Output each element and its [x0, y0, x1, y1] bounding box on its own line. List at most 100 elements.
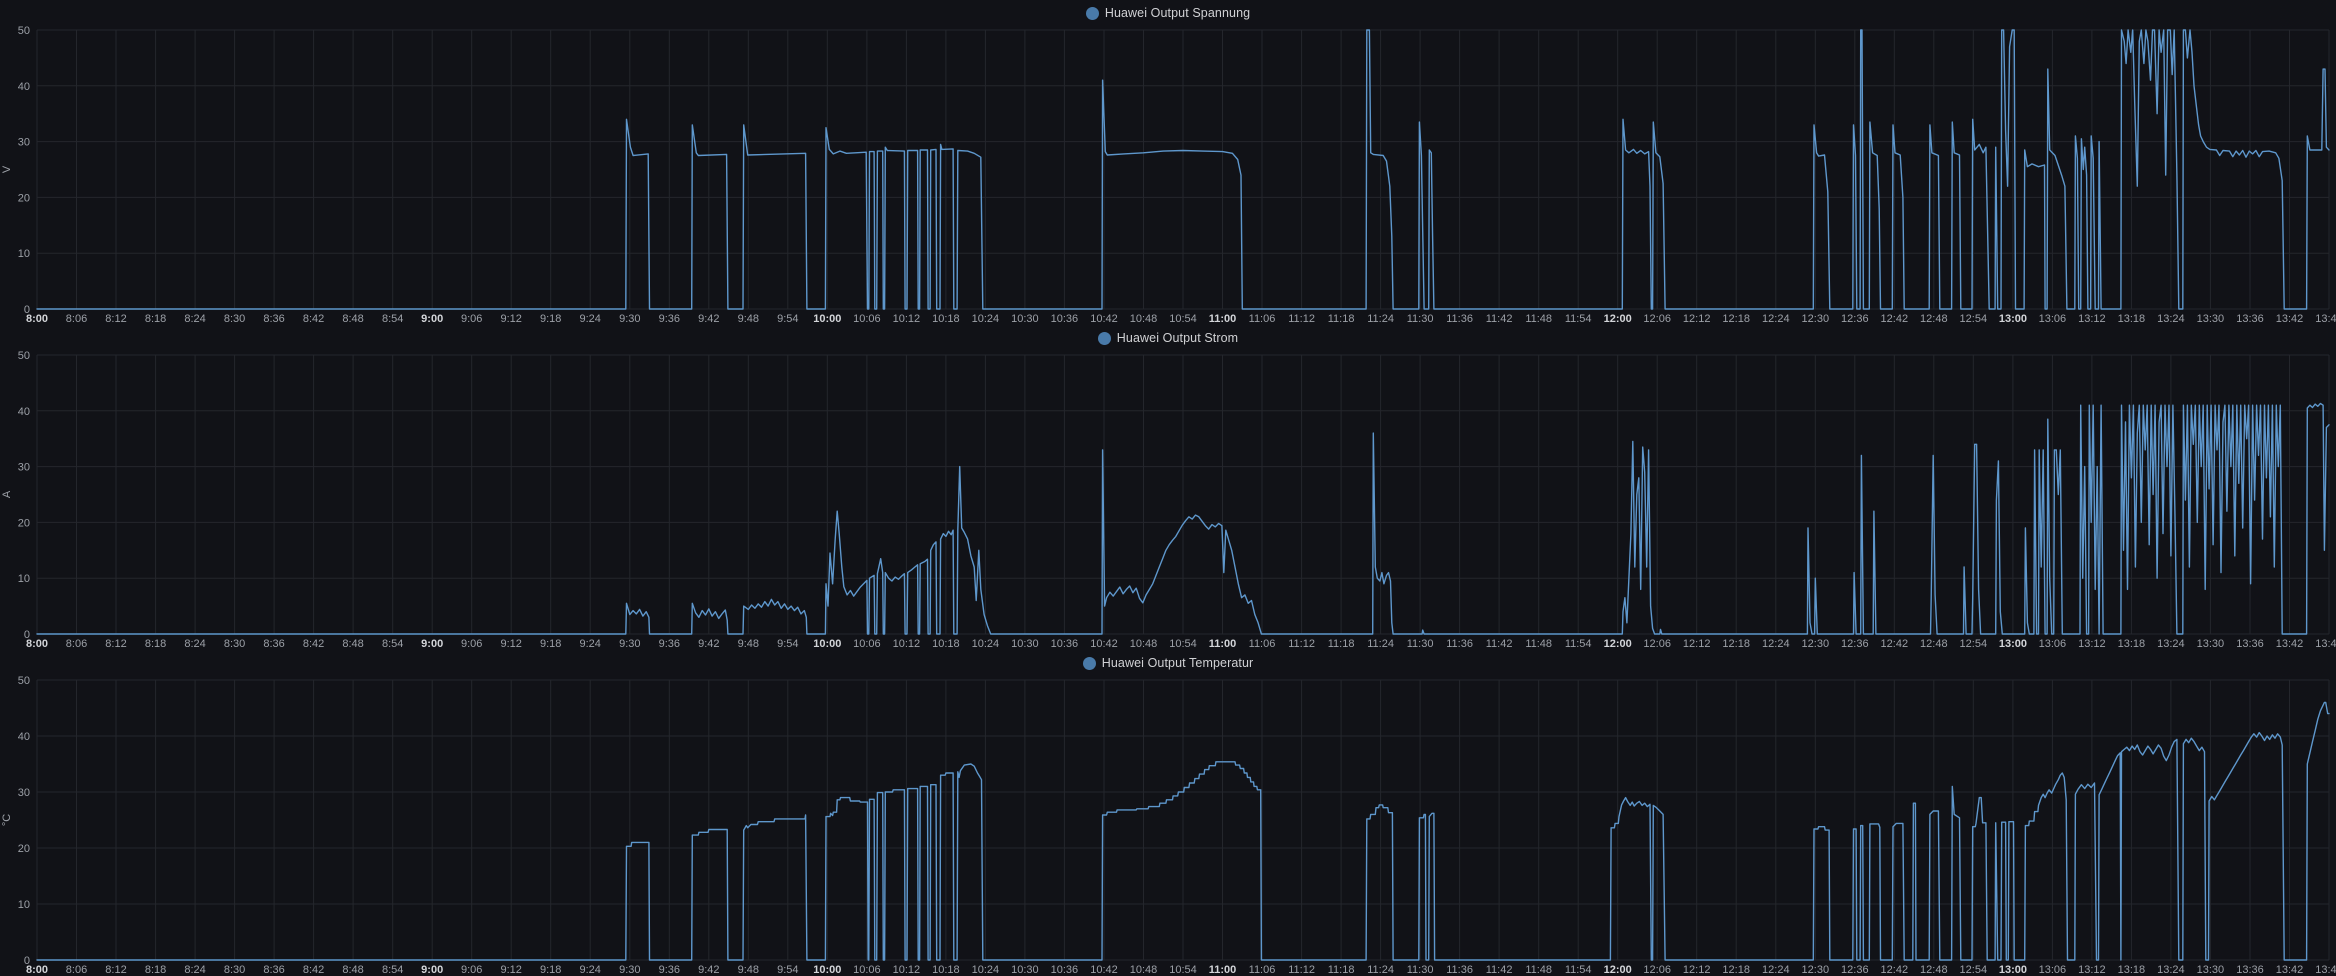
panel-spannung: Huawei Output Spannung 8:00 8:06 8:12 8:18 8…: [0, 0, 2336, 325]
x-tick-label: 13:06: [2039, 964, 2067, 976]
x-tick-label: 8:12: [105, 638, 126, 650]
x-tick-label: 9:24: [579, 313, 600, 325]
x-tick-label: 13:12: [2078, 638, 2106, 650]
series-color-dot: [1097, 331, 1111, 345]
x-tick-label: 9:12: [500, 313, 521, 325]
x-tick-label: 10:54: [1169, 313, 1197, 325]
x-tick-label: 10:18: [932, 638, 960, 650]
x-tick-label: 9:42: [698, 964, 719, 976]
x-tick-label: 9:54: [777, 313, 798, 325]
x-tick-label: 8:18: [145, 638, 166, 650]
x-tick-label: 10:48: [1130, 313, 1158, 325]
y-tick-label: 20: [18, 192, 30, 204]
legend-spannung[interactable]: Huawei Output Spannung: [0, 0, 2336, 26]
x-tick-label: 8:18: [145, 313, 166, 325]
y-axis-unit-label: A: [1, 490, 13, 498]
x-tick-label: 11:42: [1486, 964, 1513, 976]
x-tick-label: 12:24: [1762, 638, 1790, 650]
x-tick-label: 11:06: [1249, 313, 1276, 325]
x-tick-label: 9:00: [421, 964, 443, 976]
x-tick-label: 10:30: [1011, 638, 1039, 650]
x-tick-label: 8:42: [303, 964, 324, 976]
x-tick-label: 8:00: [26, 964, 48, 976]
x-tick-label: 8:00: [26, 313, 48, 325]
x-tick-label: 10:54: [1169, 964, 1197, 976]
x-tick-label: 9:48: [738, 638, 759, 650]
x-tick-label: 10:18: [932, 964, 960, 976]
x-tick-label: 10:36: [1051, 313, 1079, 325]
x-tick-label: 11:24: [1367, 638, 1394, 650]
x-tick-label: 12:12: [1683, 313, 1711, 325]
x-tick-label: 11:18: [1328, 638, 1355, 650]
temperatur-time-series-chart[interactable]: 8:00 8:06 8:12 8:18 8:24 8:30 8:36 8:42 8:48 8:54…: [0, 676, 2336, 976]
strom-time-series-chart[interactable]: 8:00 8:06 8:12 8:18 8:24 8:30 8:36 8:42 8:48 8:54…: [0, 351, 2336, 650]
x-tick-label: 10:24: [972, 313, 1000, 325]
x-tick-label: 11:48: [1525, 313, 1552, 325]
x-tick-label: 13:24: [2157, 638, 2185, 650]
x-tick-label: 12:36: [1841, 638, 1869, 650]
x-tick-label: 9:18: [540, 638, 561, 650]
x-tick-label: 12:54: [1960, 313, 1988, 325]
x-tick-label: 9:00: [421, 638, 443, 650]
x-tick-label: 12:54: [1960, 638, 1988, 650]
x-tick-label: 13:00: [1999, 313, 2027, 325]
series-line: [36, 29, 2330, 310]
x-tick-label: 12:18: [1722, 964, 1750, 976]
x-tick-label: 11:30: [1407, 313, 1434, 325]
x-tick-label: 8:36: [263, 638, 284, 650]
x-tick-label: 8:42: [303, 638, 324, 650]
x-tick-label: 9:48: [738, 313, 759, 325]
x-tick-label: 9:06: [461, 964, 482, 976]
x-tick-label: 13:42: [2276, 313, 2304, 325]
legend-label-temperatur: Huawei Output Temperatur: [1101, 656, 1254, 670]
x-tick-label: 8:36: [263, 964, 284, 976]
x-tick-label: 8:36: [263, 313, 284, 325]
y-tick-label: 30: [18, 462, 30, 474]
y-tick-label: 40: [18, 406, 30, 418]
x-tick-label: 9:30: [619, 964, 640, 976]
x-tick-label: 8:30: [224, 964, 245, 976]
x-tick-label: 10:12: [893, 313, 921, 325]
x-tick-label: 11:48: [1525, 638, 1552, 650]
y-tick-label: 0: [24, 304, 30, 316]
x-tick-label: 11:18: [1328, 964, 1355, 976]
x-tick-label: 10:06: [853, 313, 881, 325]
x-tick-label: 10:36: [1051, 964, 1079, 976]
x-tick-label: 10:00: [813, 964, 841, 976]
x-tick-label: 13:00: [1999, 638, 2027, 650]
legend-strom[interactable]: Huawei Output Strom: [0, 325, 2336, 351]
x-tick-label: 10:42: [1090, 964, 1118, 976]
x-tick-label: 11:54: [1565, 313, 1592, 325]
y-tick-label: 50: [18, 676, 30, 687]
x-tick-label: 12:18: [1722, 313, 1750, 325]
y-tick-label: 20: [18, 517, 30, 529]
x-tick-label: 12:42: [1881, 313, 1909, 325]
x-tick-label: 8:12: [105, 313, 126, 325]
x-tick-label: 12:30: [1802, 638, 1830, 650]
x-tick-label: 12:36: [1841, 964, 1869, 976]
x-tick-label: 13:48: [2315, 638, 2336, 650]
x-tick-label: 10:42: [1090, 638, 1118, 650]
x-tick-label: 11:06: [1249, 638, 1276, 650]
y-tick-label: 10: [18, 573, 30, 585]
x-tick-label: 9:42: [698, 313, 719, 325]
x-tick-label: 11:42: [1486, 638, 1513, 650]
x-tick-label: 11:24: [1367, 964, 1394, 976]
x-tick-label: 10:06: [853, 964, 881, 976]
x-tick-label: 12:42: [1881, 964, 1909, 976]
x-tick-label: 11:12: [1288, 638, 1315, 650]
x-tick-label: 8:48: [342, 964, 363, 976]
legend-temperatur[interactable]: Huawei Output Temperatur: [0, 650, 2336, 676]
x-tick-label: 9:42: [698, 638, 719, 650]
x-tick-label: 10:48: [1130, 964, 1158, 976]
x-tick-label: 13:48: [2315, 964, 2336, 976]
y-tick-label: 0: [24, 955, 30, 967]
x-tick-label: 11:00: [1209, 313, 1237, 325]
spannung-time-series-chart[interactable]: 8:00 8:06 8:12 8:18 8:24 8:30 8:36 8:42 8:48 8:54…: [0, 26, 2336, 325]
x-tick-label: 13:36: [2236, 964, 2264, 976]
series-line: [36, 402, 2330, 635]
x-tick-label: 8:00: [26, 638, 48, 650]
x-tick-label: 9:12: [500, 638, 521, 650]
y-tick-label: 0: [24, 629, 30, 641]
x-tick-label: 13:42: [2276, 964, 2304, 976]
